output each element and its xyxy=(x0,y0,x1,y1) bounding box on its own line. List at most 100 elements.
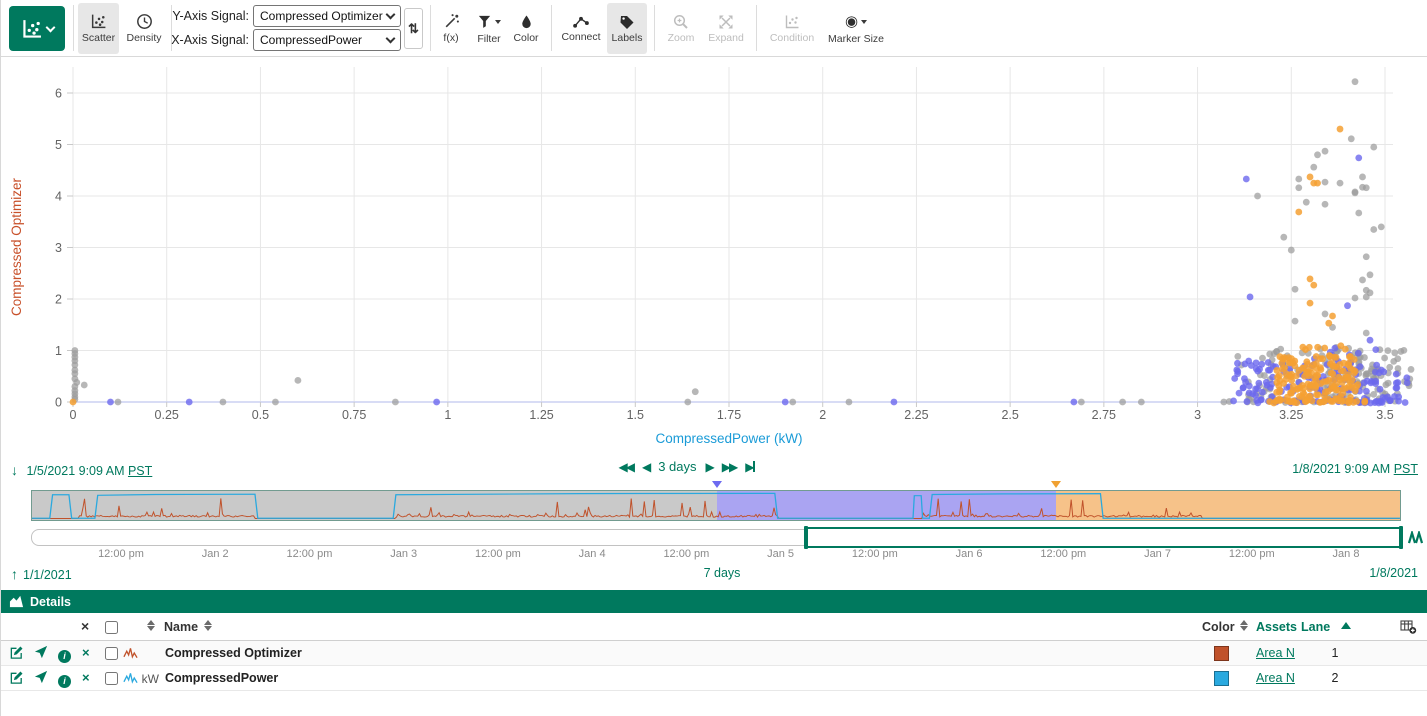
y-axis-signal-label: Y-Axis Signal: xyxy=(172,9,249,23)
selection-left-handle[interactable] xyxy=(804,526,809,549)
scatter-points-orange xyxy=(69,125,1369,407)
scatter-icon xyxy=(91,14,106,29)
x-tick-label: 3 xyxy=(1194,408,1201,422)
asset-link[interactable]: Area N xyxy=(1256,646,1295,660)
timeline-tick-label: Jan 5 xyxy=(767,548,795,560)
step-to-now-button[interactable]: ▶ xyxy=(745,460,756,473)
labels-tool-button[interactable]: Labels xyxy=(607,3,647,54)
sort-ascending-icon[interactable] xyxy=(1341,622,1351,629)
navigate-icon[interactable] xyxy=(34,670,48,689)
select-all-checkbox[interactable] xyxy=(105,621,118,634)
info-icon[interactable]: i xyxy=(58,646,71,664)
density-view-button[interactable]: Density xyxy=(122,3,166,54)
swap-axes-button[interactable]: ⇅ xyxy=(404,8,423,49)
color-swatch[interactable] xyxy=(1214,671,1229,686)
connect-label: Connect xyxy=(561,31,601,44)
step-back-button[interactable]: ◀ xyxy=(641,459,651,474)
trend-preview-strip[interactable] xyxy=(31,490,1401,521)
investigate-start-date[interactable]: 1/1/2021 xyxy=(23,568,72,582)
capsule-region xyxy=(717,491,1056,520)
color-tool-button[interactable]: Color xyxy=(508,3,544,54)
capsule-start-marker[interactable] xyxy=(712,481,723,488)
timezone-link[interactable]: PST xyxy=(127,464,153,478)
scatter-view-label: Scatter xyxy=(81,32,116,45)
y-tick-label: 5 xyxy=(55,138,62,152)
step-forward-button[interactable]: ▶ xyxy=(705,459,715,474)
signal-name[interactable]: Compressed Optimizer xyxy=(165,646,302,660)
wand-icon xyxy=(445,14,459,28)
y-axis-signal-select[interactable]: Compressed Optimizer xyxy=(253,5,401,27)
remove-all-button[interactable]: × xyxy=(81,618,90,634)
remove-icon[interactable]: × xyxy=(82,645,90,660)
color-swatch[interactable] xyxy=(1214,646,1229,661)
step-forward-half-button[interactable]: ▶▶ xyxy=(721,459,739,474)
zoom-tool-button: Zoom xyxy=(661,3,701,54)
capsule-start-marker[interactable] xyxy=(1051,481,1062,488)
scatter-chart-icon xyxy=(22,19,41,38)
investigate-end-date[interactable]: 1/8/2021 xyxy=(1369,566,1418,580)
sort-icon[interactable] xyxy=(204,620,212,631)
timeline-selection[interactable] xyxy=(804,526,1403,549)
x-axis-signal-select[interactable]: CompressedPower xyxy=(253,29,401,51)
toolbar-divider xyxy=(73,5,74,51)
timeline-tick-label: 12:00 pm xyxy=(663,548,710,560)
display-range-start[interactable]: 1/5/2021 9:09 AM xyxy=(26,464,125,478)
x-tick-label: 1.25 xyxy=(529,408,553,422)
display-range-end[interactable]: 1/8/2021 9:09 AM xyxy=(1292,462,1391,476)
scatter-plot-canvas[interactable]: 0 0.25 0.5 0.75 1 1.25 1.5 1.75 2 2.25 2.5 2.75 3 3.2… xyxy=(1,57,1427,455)
timezone-link[interactable]: PST xyxy=(1393,462,1418,476)
sort-icon[interactable] xyxy=(147,620,155,631)
color-column-header[interactable]: Color xyxy=(1202,620,1235,634)
signal-name[interactable]: CompressedPower xyxy=(165,671,279,685)
filter-tool-button[interactable]: Filter xyxy=(470,3,508,54)
marker-size-button[interactable]: ◉ Marker Size xyxy=(825,3,887,54)
time-navigation-row: ↓ 1/5/2021 9:09 AM PST ◀◀ ◀ 3 days ▶ ▶▶ … xyxy=(1,455,1427,485)
lane-column-header[interactable]: Lane xyxy=(1301,620,1331,634)
asset-link[interactable]: Area N xyxy=(1256,671,1295,685)
fx-tool-button[interactable]: f(x) xyxy=(433,3,469,54)
lane-value: 2 xyxy=(1331,671,1339,685)
x-tick-label: 1 xyxy=(444,408,451,422)
x-tick-label: 2.5 xyxy=(1001,408,1018,422)
connect-tool-button[interactable]: Connect xyxy=(558,3,604,54)
x-axis-signal-value: CompressedPower xyxy=(260,33,363,47)
edit-icon[interactable] xyxy=(9,645,24,665)
timeline-tick-label: Jan 8 xyxy=(1332,548,1360,560)
timeline-tick-label: Jan 3 xyxy=(390,548,418,560)
remove-icon[interactable]: × xyxy=(82,670,90,685)
row-checkbox[interactable] xyxy=(105,672,118,685)
scatter-points-blue xyxy=(107,154,1411,407)
x-tick-label: 0.5 xyxy=(252,408,269,422)
scatter-points-gray xyxy=(71,78,1415,406)
details-panel-header[interactable]: Details xyxy=(1,590,1427,613)
investigate-duration[interactable]: 7 days xyxy=(703,566,741,580)
droplet-icon xyxy=(521,15,531,28)
y-tick-label: 4 xyxy=(55,190,62,204)
assets-column-header[interactable]: Assets xyxy=(1256,620,1297,634)
duration-label[interactable]: 3 days xyxy=(658,459,697,474)
chart-type-button[interactable] xyxy=(9,6,65,51)
selection-right-handle[interactable] xyxy=(1398,526,1403,549)
edit-icon[interactable] xyxy=(9,670,24,690)
half-range-icon[interactable] xyxy=(1408,531,1423,545)
y-axis-title: Compressed Optimizer xyxy=(9,177,24,316)
row-checkbox[interactable] xyxy=(105,647,118,660)
name-column-header[interactable]: Name xyxy=(164,620,199,634)
table-row-compressedpower[interactable]: i × kW CompressedPower Area N 2 xyxy=(1,666,1427,691)
step-back-half-button[interactable]: ◀◀ xyxy=(618,459,636,474)
investigate-range-row: ↑ 1/1/2021 7 days 1/8/2021 xyxy=(1,566,1427,586)
clock-icon xyxy=(136,14,152,30)
chevron-down-icon xyxy=(45,22,55,32)
timeline-tick-label: Jan 6 xyxy=(955,548,983,560)
axis-signal-form: Y-Axis Signal: Compressed Optimizer X-Ax… xyxy=(171,0,403,57)
table-row-compressed-optimizer[interactable]: i × Compressed Optimizer Area N 1 xyxy=(1,641,1427,666)
filter-label: Filter xyxy=(477,32,501,45)
navigate-icon[interactable] xyxy=(34,645,48,664)
sort-icon[interactable] xyxy=(1240,620,1248,631)
details-table-header: × Name Color Assets Lane xyxy=(1,613,1427,641)
x-tick-label: 1.5 xyxy=(627,408,644,422)
scatter-view-button[interactable]: Scatter xyxy=(78,3,119,54)
info-icon[interactable]: i xyxy=(58,671,71,689)
add-column-icon[interactable] xyxy=(1400,619,1417,635)
